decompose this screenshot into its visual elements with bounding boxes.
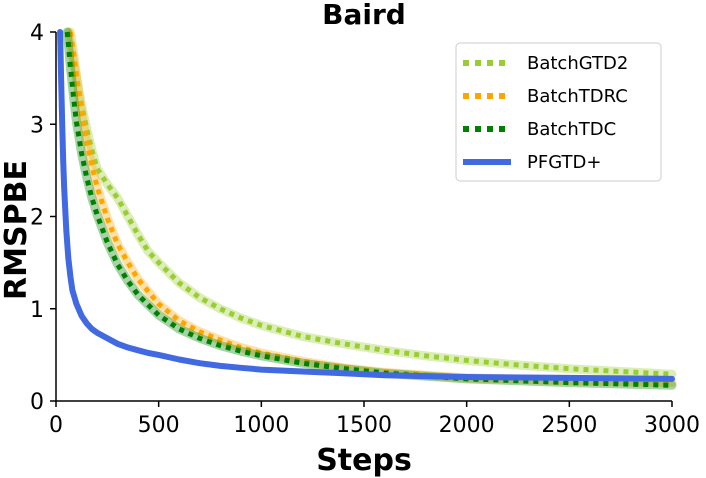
x-tick-label: 500: [138, 413, 180, 438]
y-tick-label: 1: [30, 298, 44, 323]
x-tick-label: 3000: [644, 413, 700, 438]
legend-label-batchgtd2: BatchGTD2: [527, 53, 628, 74]
x-tick-label: 2000: [439, 413, 495, 438]
y-tick-label: 0: [30, 390, 44, 415]
series-line-pfgtd: [57, 29, 675, 382]
y-axis-title: RMSPBE: [0, 160, 34, 300]
legend-label-batchtdc: BatchTDC: [527, 119, 616, 140]
chart-title: Baird: [322, 0, 406, 31]
x-tick-label: 2500: [541, 413, 597, 438]
series-line-batchtdrc: [67, 31, 673, 386]
x-tick-label: 1500: [336, 413, 392, 438]
x-tick-label: 0: [49, 413, 63, 438]
series-line-batchgtd2: [65, 31, 673, 377]
y-tick-label: 3: [30, 113, 44, 138]
x-tick-label: 1000: [233, 413, 289, 438]
y-tick-label: 4: [30, 21, 44, 46]
legend: BatchGTD2 BatchTDRC BatchTDC PFGTD+: [455, 42, 662, 182]
x-axis-title: Steps: [316, 443, 412, 478]
y-axis-ticks: 0 1 2 3 4: [30, 21, 56, 415]
y-tick-label: 2: [30, 206, 44, 231]
legend-label-pfgtd: PFGTD+: [527, 152, 601, 173]
series-layer: [57, 27, 677, 390]
legend-label-batchtdrc: BatchTDRC: [527, 86, 628, 107]
legend-frame: [455, 42, 662, 182]
x-axis-ticks: 0 500 1000 1500 2000 2500 3000: [49, 401, 700, 438]
